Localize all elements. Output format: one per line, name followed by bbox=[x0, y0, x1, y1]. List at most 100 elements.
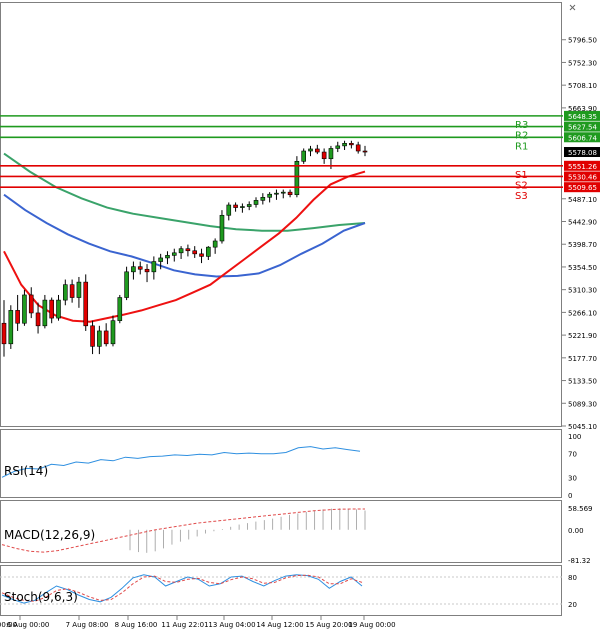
candle-body bbox=[267, 193, 272, 198]
level-price-tag bbox=[564, 160, 600, 171]
macd-signal-line bbox=[1, 508, 365, 553]
time-axis: 00:006 Aug 00:00 7 Aug 08:00 8 Aug 16:0011… bbox=[0, 616, 396, 629]
rsi-y-tick-label: 0 bbox=[568, 492, 572, 500]
stochastic-lines bbox=[0, 574, 563, 605]
macd-y-tick-label: -81.32 bbox=[568, 557, 591, 565]
current-price-tag bbox=[564, 147, 600, 158]
main-y-tick-label: 5045.10 bbox=[568, 423, 597, 431]
macd-y-tick-label: 0.00 bbox=[568, 527, 584, 535]
candle-body bbox=[287, 191, 293, 196]
candles bbox=[1, 140, 368, 357]
candle-body bbox=[8, 310, 14, 345]
candle-body bbox=[90, 325, 95, 347]
time-tick-label: 15 Aug 20:00 bbox=[305, 621, 352, 629]
stoch-main-line bbox=[1, 574, 363, 604]
candle-body bbox=[178, 248, 184, 254]
rsi-label: RSI(14) bbox=[4, 464, 48, 478]
candle-body bbox=[321, 151, 327, 160]
level-price-tag bbox=[564, 182, 600, 193]
level-label-s2: S2 bbox=[515, 180, 528, 191]
candle-body bbox=[56, 299, 61, 319]
main-y-tick-label: 5354.50 bbox=[568, 264, 597, 272]
ma-blue-line bbox=[3, 193, 366, 278]
level-label-s1: S1 bbox=[515, 170, 528, 181]
level-price-label: 5627.54 bbox=[568, 124, 597, 132]
level-label-s3: S3 bbox=[515, 191, 528, 202]
candle-body bbox=[171, 252, 177, 256]
main-y-tick-label: 5133.50 bbox=[568, 378, 597, 386]
candle-body bbox=[355, 144, 361, 152]
time-tick-label: 13 Aug 04:00 bbox=[208, 621, 255, 629]
candle-body bbox=[246, 204, 252, 207]
time-tick-label: 11 Aug 22:01 bbox=[161, 621, 208, 629]
candle-body bbox=[328, 148, 334, 160]
level-price-tag bbox=[564, 110, 600, 121]
main-y-tick-label: 5221.90 bbox=[568, 332, 597, 340]
level-price-label: 5530.46 bbox=[568, 173, 597, 181]
current-price-label: 5578.08 bbox=[568, 149, 597, 157]
main-y-tick-label: 5310.30 bbox=[568, 287, 597, 295]
rsi-y-axis: 100 70 30 0 bbox=[568, 433, 581, 500]
candle-body bbox=[97, 330, 102, 347]
time-tick-label: 7 Aug 08:00 bbox=[66, 621, 109, 629]
macd-y-tick-label: 58.569 bbox=[568, 505, 593, 513]
pivot-levels: R3 5648.35 R2 5627.54 R1 5606.74 S1 5551.26 S2 55… bbox=[0, 110, 600, 202]
stoch-panel: Stoch(9,6,3) 80 20 bbox=[0, 565, 577, 616]
main-y-tick-label: 5752.30 bbox=[568, 59, 597, 67]
level-label-r3: R3 bbox=[515, 120, 528, 131]
level-price-label: 5606.74 bbox=[568, 134, 597, 142]
candle-body bbox=[362, 150, 368, 153]
candle-body bbox=[253, 200, 259, 205]
main-panel: R3 5648.35 R2 5627.54 R1 5606.74 S1 5551.26 S2 55… bbox=[0, 2, 600, 431]
rsi-y-tick-label: 70 bbox=[568, 451, 577, 459]
candle-body bbox=[22, 294, 27, 324]
candle-body bbox=[206, 246, 211, 257]
candle-body bbox=[76, 281, 82, 298]
rsi-line-path bbox=[1, 446, 361, 478]
time-tick-label: 19 Aug 00:00 bbox=[348, 621, 395, 629]
candle-body bbox=[342, 143, 347, 147]
time-tick-label: 8 Aug 16:00 bbox=[115, 621, 158, 629]
candle-body bbox=[1, 322, 7, 345]
moving-averages bbox=[3, 152, 366, 323]
close-icon[interactable] bbox=[569, 4, 576, 11]
candle-body bbox=[15, 310, 20, 324]
time-tick-label: 00:00 bbox=[0, 621, 17, 629]
candle-body bbox=[103, 330, 109, 345]
candle-body bbox=[165, 255, 170, 259]
macd-y-axis: 58.569 0.00 -81.32 bbox=[568, 505, 593, 565]
candle-body bbox=[137, 266, 143, 270]
level-price-label: 5551.26 bbox=[568, 163, 597, 171]
main-y-tick-label: 5487.10 bbox=[568, 196, 597, 204]
level-price-tag bbox=[564, 121, 600, 132]
candle-body bbox=[158, 257, 163, 262]
candle-body bbox=[240, 206, 245, 208]
candle-body bbox=[199, 253, 204, 257]
level-price-label: 5648.35 bbox=[568, 113, 597, 121]
candle-body bbox=[226, 204, 232, 216]
candle-body bbox=[315, 148, 320, 153]
candle-body bbox=[42, 299, 48, 327]
candle-body bbox=[151, 261, 157, 273]
macd-label: MACD(12,26,9) bbox=[4, 528, 95, 542]
candle-body bbox=[117, 297, 123, 321]
macd-panel: MACD(12,26,9) 58.569 0.00 -81.32 bbox=[0, 500, 593, 565]
candle-body bbox=[260, 196, 266, 201]
time-tick-label: 6 Aug 00:00 bbox=[7, 621, 50, 629]
main-y-tick-label: 5177.70 bbox=[568, 355, 597, 363]
macd-plot-frame bbox=[0, 500, 562, 563]
main-y-tick-label: 5398.70 bbox=[568, 241, 597, 249]
main-y-axis: 5796.50 5752.30 5708.10 5663.90 5487.10 5442.… bbox=[562, 37, 597, 431]
level-price-tag bbox=[564, 132, 600, 143]
candle-body bbox=[349, 143, 354, 146]
rsi-y-tick-label: 100 bbox=[568, 433, 581, 441]
candle-body bbox=[28, 294, 34, 314]
candle-body bbox=[63, 284, 68, 301]
rsi-plot-frame bbox=[0, 429, 562, 498]
ma-green-line bbox=[3, 152, 366, 232]
main-y-tick-label: 5796.50 bbox=[568, 37, 597, 45]
candle-body bbox=[280, 191, 286, 194]
candle-body bbox=[219, 214, 225, 242]
candle-body bbox=[185, 248, 191, 252]
